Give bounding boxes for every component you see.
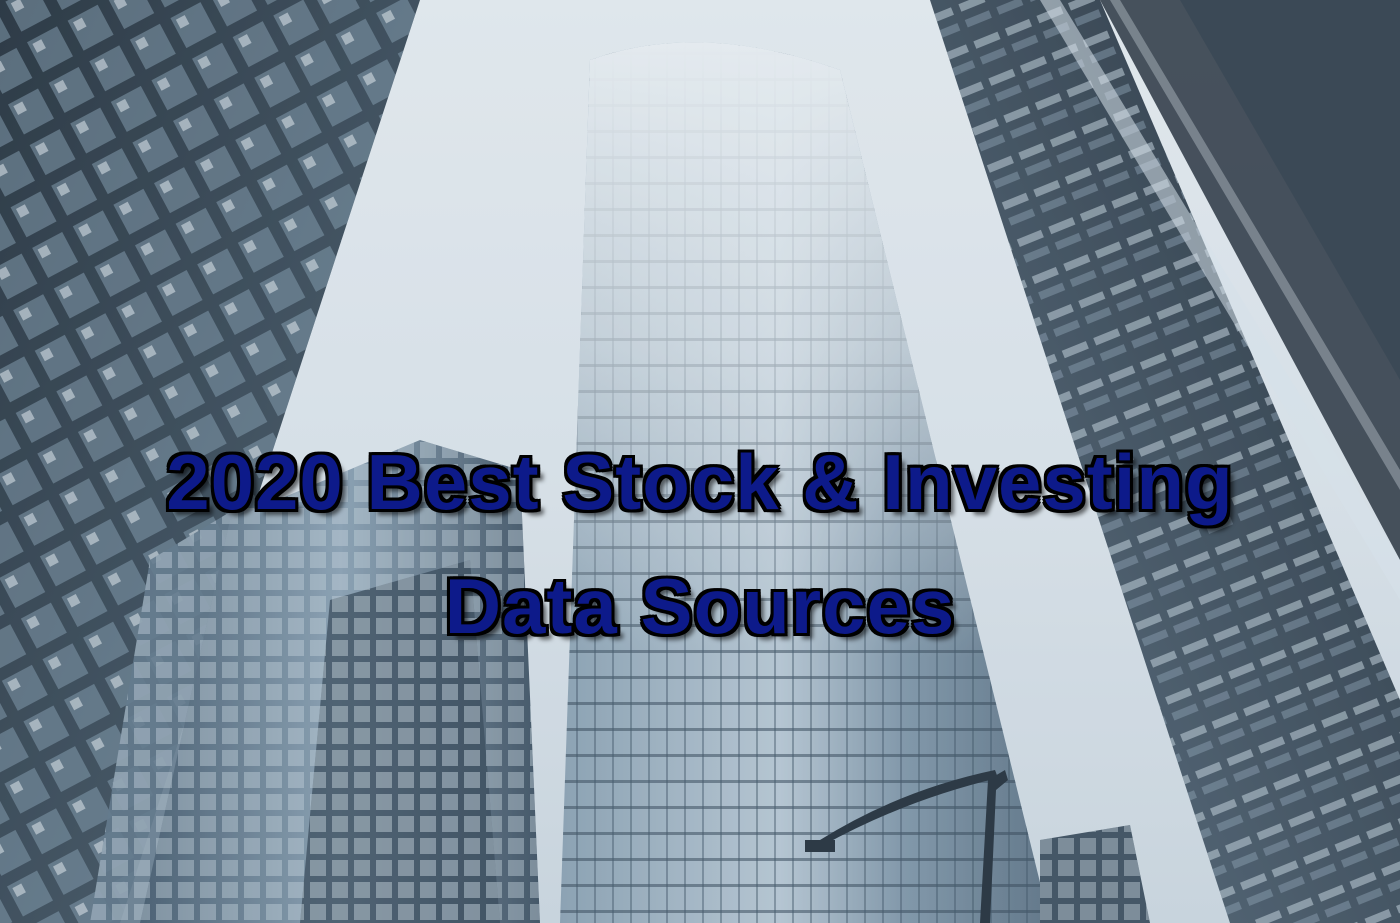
page-title: 2020 Best Stock & Investing Data Sources (0, 420, 1400, 668)
title-line-2: Data Sources (444, 562, 956, 651)
title-line-1: 2020 Best Stock & Investing (166, 438, 1234, 527)
